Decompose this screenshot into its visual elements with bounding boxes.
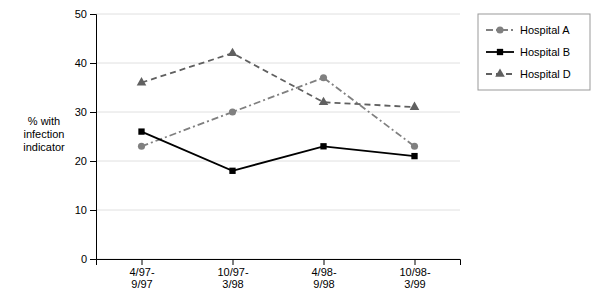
marker bbox=[411, 143, 418, 150]
line bbox=[142, 132, 415, 171]
legend-marker bbox=[495, 68, 505, 76]
tick-label: 0 bbox=[81, 253, 87, 265]
tick: 10/98-3/99 bbox=[399, 259, 431, 290]
marker bbox=[137, 77, 147, 85]
legend-label: Hospital A bbox=[520, 24, 570, 36]
tick: 40 bbox=[75, 57, 96, 69]
grid-line bbox=[96, 63, 460, 64]
marker bbox=[411, 153, 417, 159]
marker bbox=[228, 48, 238, 56]
marker bbox=[229, 108, 236, 115]
axis-line bbox=[90, 15, 97, 260]
legend-item: Hospital D bbox=[486, 68, 571, 80]
grid-line bbox=[96, 14, 460, 15]
tick-mark bbox=[233, 259, 234, 265]
legend-item: Hospital B bbox=[486, 46, 570, 58]
legend-frame bbox=[478, 14, 590, 90]
legend-label: Hospital B bbox=[520, 46, 570, 58]
grid-line bbox=[96, 210, 460, 211]
tick-label: 10 bbox=[75, 204, 87, 216]
chart: 0 10 20 30 40 50 4/97-9/97 10/97-3/98 4/98-9/98 1… bbox=[0, 0, 600, 301]
tick-label: 10/98-3/99 bbox=[399, 266, 431, 291]
tick-mark bbox=[324, 259, 325, 265]
marker bbox=[410, 102, 420, 110]
tick-mark bbox=[415, 259, 416, 265]
tick-label: 4/98-9/98 bbox=[311, 266, 336, 291]
tick-label: 4/97-9/97 bbox=[129, 266, 154, 291]
grid bbox=[96, 14, 460, 259]
tick: 50 bbox=[75, 8, 96, 20]
marker bbox=[320, 74, 327, 81]
plot: 0 10 20 30 40 50 4/97-9/97 10/97-3/98 4/98-9/98 1… bbox=[75, 8, 461, 290]
tick: 4/98-9/98 bbox=[311, 259, 336, 290]
tick-label: 10/97-3/98 bbox=[217, 266, 249, 291]
legend-item: Hospital A bbox=[486, 24, 570, 36]
legend-marker bbox=[497, 49, 503, 55]
tick: 0 bbox=[81, 253, 96, 265]
y-axis-title: % withinfectionindicator bbox=[23, 115, 65, 153]
tick: 10/97-3/98 bbox=[217, 259, 249, 290]
marker bbox=[319, 97, 329, 105]
tick-label: 50 bbox=[75, 8, 87, 20]
legend-marker bbox=[496, 26, 503, 33]
marker bbox=[138, 128, 144, 134]
tick-mark bbox=[90, 259, 96, 260]
tick-mark bbox=[90, 14, 96, 15]
tick-label: 20 bbox=[75, 155, 87, 167]
tick-label: 30 bbox=[75, 106, 87, 118]
legend: Hospital A Hospital B Hospital D bbox=[478, 14, 590, 90]
tick-mark bbox=[90, 161, 96, 162]
tick: 30 bbox=[75, 106, 96, 118]
tick-mark bbox=[142, 259, 143, 265]
tick-mark bbox=[90, 210, 96, 211]
legend-label: Hospital D bbox=[520, 68, 571, 80]
marks bbox=[137, 48, 420, 174]
marker bbox=[229, 168, 235, 174]
tick-mark bbox=[90, 63, 96, 64]
marker bbox=[320, 143, 326, 149]
marker bbox=[138, 143, 145, 150]
x-axis: 4/97-9/97 10/97-3/98 4/98-9/98 10/98-3/99 bbox=[97, 259, 461, 290]
tick-mark bbox=[90, 112, 96, 113]
axis-line bbox=[97, 260, 461, 266]
line bbox=[142, 78, 415, 147]
line bbox=[142, 53, 415, 107]
tick: 20 bbox=[75, 155, 96, 167]
grid-line bbox=[96, 161, 460, 162]
grid-line bbox=[96, 112, 460, 113]
y-axis: 0 10 20 30 40 50 bbox=[75, 8, 97, 265]
tick: 4/97-9/97 bbox=[129, 259, 154, 290]
tick: 10 bbox=[75, 204, 96, 216]
tick-label: 40 bbox=[75, 57, 87, 69]
